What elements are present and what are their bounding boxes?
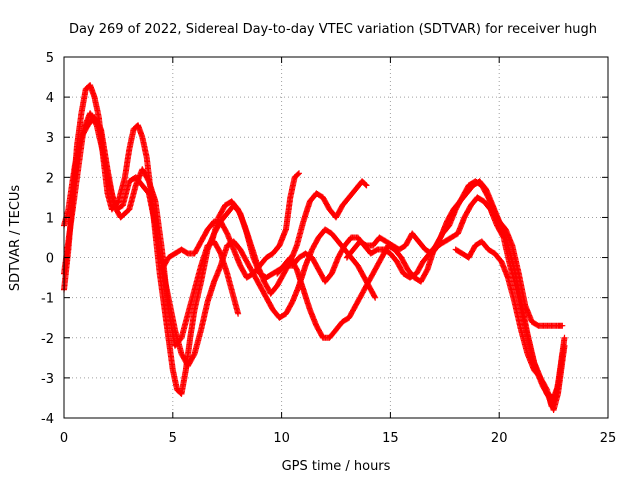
data-point [559, 350, 566, 357]
data-point [295, 171, 302, 178]
data-point [362, 181, 369, 188]
x-tick-label: 0 [60, 431, 68, 446]
plot-frame [63, 56, 609, 419]
data-point [559, 322, 566, 329]
y-tick-label: 3 [46, 131, 54, 146]
x-tick-label: 5 [169, 431, 177, 446]
x-tick-label: 20 [491, 431, 508, 446]
y-tick-label: 2 [46, 171, 54, 186]
y-tick-label: 5 [46, 51, 54, 66]
y-tick-label: -1 [41, 292, 54, 307]
x-tick-label: 10 [273, 431, 290, 446]
y-tick-label: -3 [41, 372, 54, 387]
series-track-4 [158, 170, 302, 281]
data-point [363, 182, 370, 189]
series-track-8 [452, 238, 566, 401]
data-point [235, 310, 242, 317]
y-tick-label: -4 [41, 412, 54, 427]
series-track-6 [274, 178, 566, 341]
y-tick-label: 1 [46, 211, 54, 226]
x-axis-title: GPS time / hours [282, 459, 391, 474]
x-tick-label: 15 [382, 431, 399, 446]
series-track-3 [61, 114, 242, 349]
y-tick-label: 0 [46, 252, 54, 267]
y-tick-label: 4 [46, 91, 54, 106]
data-point [372, 294, 379, 301]
data-point [561, 334, 568, 341]
chart-title: Day 269 of 2022, Sidereal Day-to-day VTE… [69, 22, 597, 37]
y-axis-title: SDTVAR / TECUs [8, 185, 23, 292]
x-tick-label: 25 [600, 431, 617, 446]
data-points [61, 82, 568, 413]
data-point [296, 170, 302, 177]
data-point [561, 342, 568, 349]
data-point [371, 293, 378, 300]
axis-ticks: 0 5 10 15 20 25 -4 -3 -2 -1 0 1 2 3 4 5 [41, 51, 616, 446]
y-tick-label: -2 [41, 332, 54, 347]
